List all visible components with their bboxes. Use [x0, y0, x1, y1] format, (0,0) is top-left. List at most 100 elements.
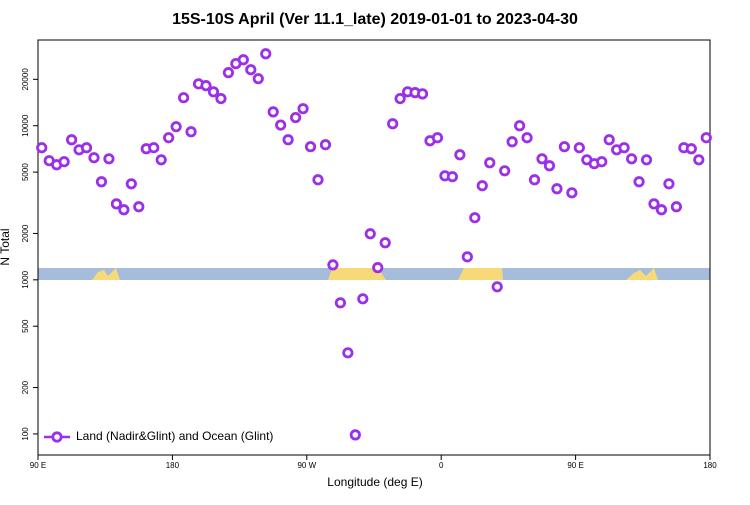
y-tick-label: 20000 [21, 68, 30, 91]
y-tick-label: 1000 [21, 270, 30, 288]
data-point [521, 132, 533, 144]
x-tick-label: 90 E [567, 461, 583, 470]
data-point [312, 174, 324, 186]
data-point [670, 201, 683, 213]
data-point [693, 154, 705, 166]
data-point [648, 198, 660, 210]
land-patch [626, 268, 658, 280]
data-point [88, 152, 100, 164]
data-point [215, 92, 227, 105]
data-point [66, 134, 78, 146]
data-point [484, 157, 496, 169]
data-point [327, 259, 339, 271]
x-tick-label: 90 E [30, 461, 46, 470]
chart-title: 15S-10S April (Ver 11.1_late) 2019-01-01… [172, 11, 578, 28]
data-point [252, 73, 264, 85]
data-point [566, 187, 578, 199]
data-point [148, 142, 160, 154]
data-point [80, 142, 93, 154]
data-point [618, 142, 630, 154]
data-point [178, 92, 190, 104]
y-tick-label: 200 [21, 380, 30, 394]
x-tick-label: 180 [166, 461, 180, 470]
y-tick-label: 5000 [21, 163, 30, 181]
x-tick-label: 90 W [297, 461, 316, 470]
data-point [133, 201, 145, 213]
data-point [603, 134, 615, 146]
data-point [245, 64, 257, 76]
data-point [36, 142, 48, 154]
data-point [573, 142, 585, 154]
land-patch [458, 268, 503, 280]
y-tick-label: 100 [21, 427, 30, 441]
data-point [163, 132, 175, 144]
data-point [95, 176, 108, 188]
data-point [499, 165, 511, 177]
data-point [446, 171, 458, 183]
land-patch [92, 268, 120, 280]
x-tick-label: 180 [703, 461, 717, 470]
data-point [596, 156, 608, 168]
data-point [297, 103, 309, 115]
data-point [416, 88, 429, 100]
data-point [207, 86, 220, 98]
data-point [282, 134, 294, 146]
data-point [551, 183, 563, 195]
data-point [454, 149, 466, 161]
data-point [319, 139, 332, 151]
legend-marker [51, 431, 63, 443]
x-axis-label: Longitude (deg E) [327, 475, 422, 489]
data-point [625, 153, 638, 165]
data-point [125, 178, 137, 190]
data-point [110, 198, 123, 210]
data-point [200, 80, 212, 92]
data-point [469, 212, 481, 224]
data-point [349, 429, 361, 441]
data-point [185, 126, 197, 138]
data-point [289, 111, 302, 124]
data-point [304, 141, 317, 153]
data-point [267, 106, 279, 118]
data-point [633, 176, 645, 188]
data-point [528, 174, 541, 186]
y-tick-label: 2000 [21, 224, 30, 242]
data-point [491, 281, 503, 293]
data-point [461, 251, 473, 263]
data-point [685, 143, 697, 155]
data-point [387, 118, 399, 130]
land-strip [38, 268, 710, 280]
data-point [275, 119, 287, 131]
data-point [640, 154, 653, 166]
data-point [536, 153, 548, 165]
y-tick-label: 10000 [21, 114, 30, 137]
data-point [700, 132, 712, 144]
data-point [431, 132, 444, 144]
data-point [394, 92, 406, 105]
data-point [334, 297, 346, 309]
data-point [357, 293, 369, 305]
data-point [170, 121, 182, 133]
data-point [237, 54, 249, 66]
data-point [118, 204, 130, 216]
land-patch [328, 268, 386, 280]
data-point [543, 160, 556, 172]
data-point [372, 262, 384, 274]
data-point [103, 153, 115, 165]
y-axis-label: N Total [0, 228, 12, 265]
data-point [364, 228, 376, 240]
data-point [155, 154, 167, 166]
data-point [506, 136, 518, 148]
data-point [476, 180, 488, 192]
data-point [342, 347, 354, 359]
data-point [260, 48, 272, 60]
legend-label: Land (Nadir&Glint) and Ocean (Glint) [76, 429, 273, 443]
data-point [222, 67, 234, 79]
data-point [379, 237, 391, 249]
data-point [513, 120, 526, 132]
data-point [663, 178, 675, 190]
y-tick-label: 500 [21, 319, 30, 333]
x-tick-label: 0 [439, 461, 444, 470]
data-point [558, 141, 571, 153]
